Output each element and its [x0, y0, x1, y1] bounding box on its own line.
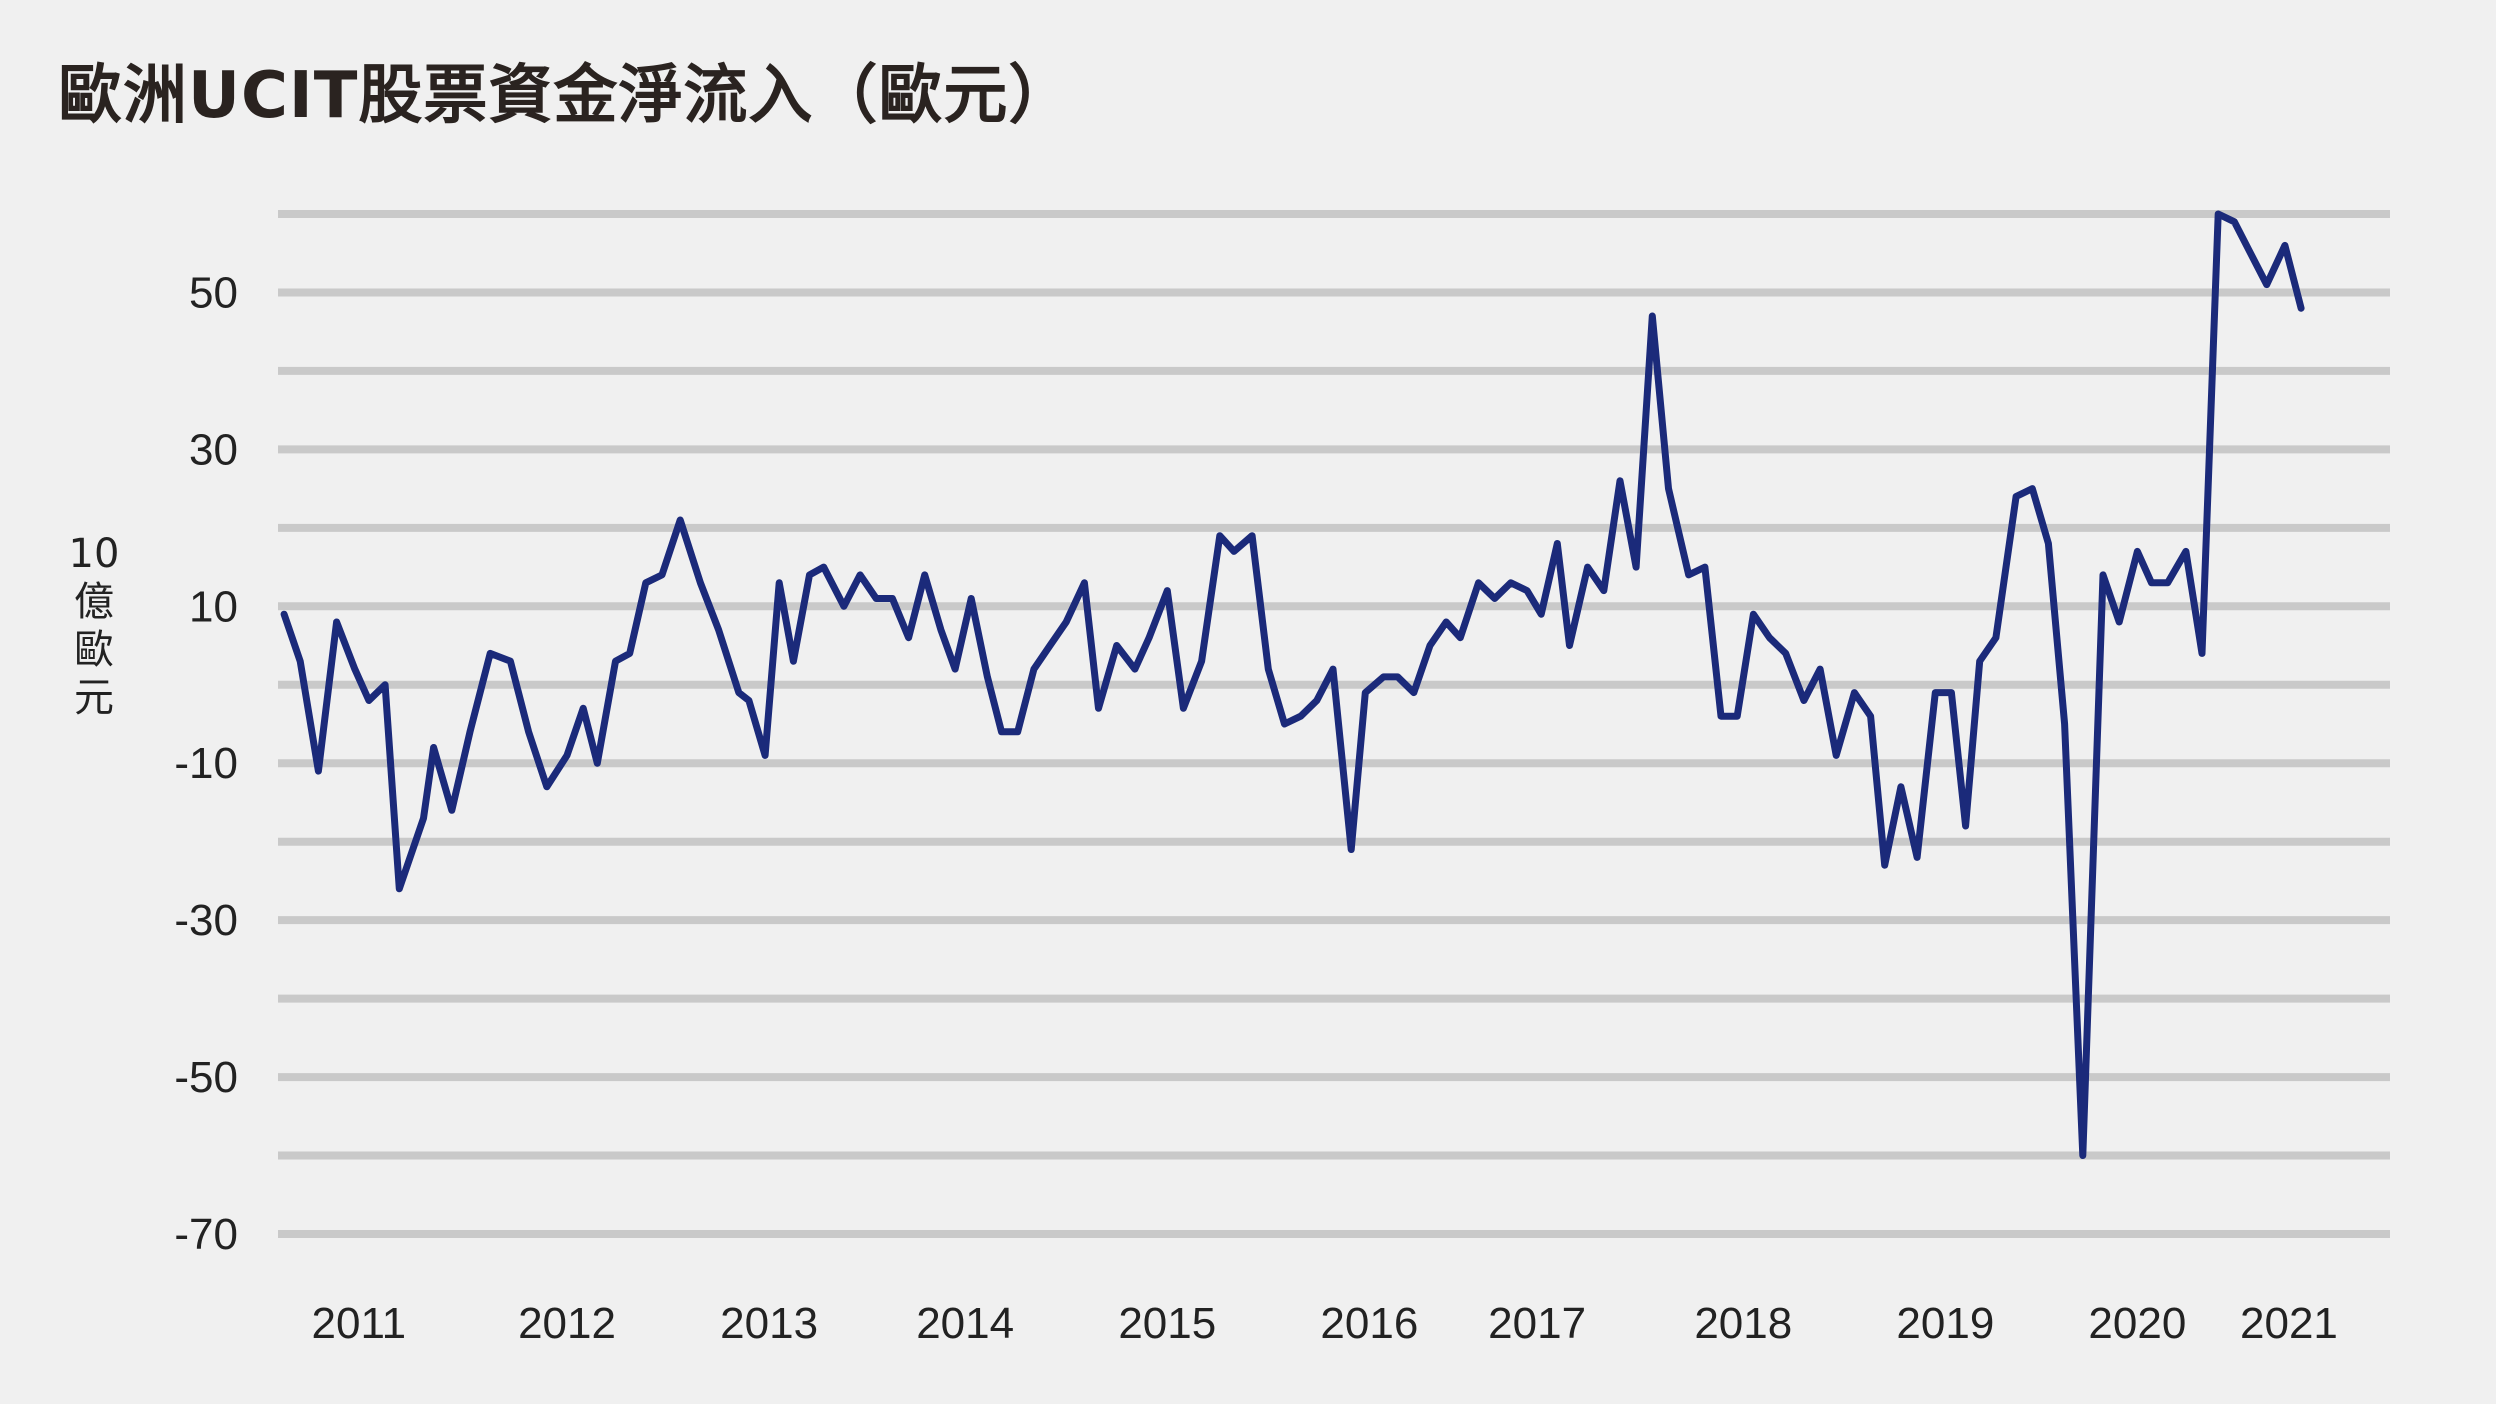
x-tick-label: 2015: [1118, 1299, 1216, 1348]
chart-title: 歐洲UCIT股票資金淨流入（歐元）: [58, 59, 1074, 133]
y-tick-label: -50: [174, 1053, 238, 1102]
y-tick-label: 30: [189, 425, 238, 474]
y-tick-labels: 50 30 10 -10 -30 -50 -70: [174, 268, 238, 1259]
y-axis-label-line: 億: [74, 579, 114, 625]
x-tick-labels: 2011 2012 2013 2014 2015 2016 2017 2018 2019 2020…: [312, 1299, 2338, 1348]
y-tick-label: 10: [189, 582, 238, 631]
x-tick-label: 2016: [1320, 1299, 1418, 1348]
series-group: [280, 210, 2305, 1159]
x-tick-label: 2013: [720, 1299, 818, 1348]
gridlines: [278, 210, 2390, 1238]
x-tick-label: 2017: [1488, 1299, 1586, 1348]
x-tick-label: 2021: [2240, 1299, 2338, 1348]
y-axis-label-line: 元: [74, 675, 114, 721]
y-tick-label: -70: [174, 1210, 238, 1259]
x-tick-label: 2011: [312, 1299, 407, 1348]
y-axis-label-line: 10: [68, 531, 120, 577]
y-tick-label: 50: [189, 268, 238, 317]
x-tick-label: 2012: [518, 1299, 616, 1348]
y-axis-label: 10 億 歐 元: [62, 530, 126, 722]
y-axis-label-line: 歐: [74, 627, 114, 673]
x-tick-label: 2019: [1896, 1299, 1994, 1348]
y-tick-label: -30: [174, 896, 238, 945]
x-tick-label: 2020: [2088, 1299, 2186, 1348]
y-tick-label: -10: [174, 739, 238, 788]
x-tick-label: 2018: [1694, 1299, 1792, 1348]
x-tick-label: 2014: [916, 1299, 1014, 1348]
